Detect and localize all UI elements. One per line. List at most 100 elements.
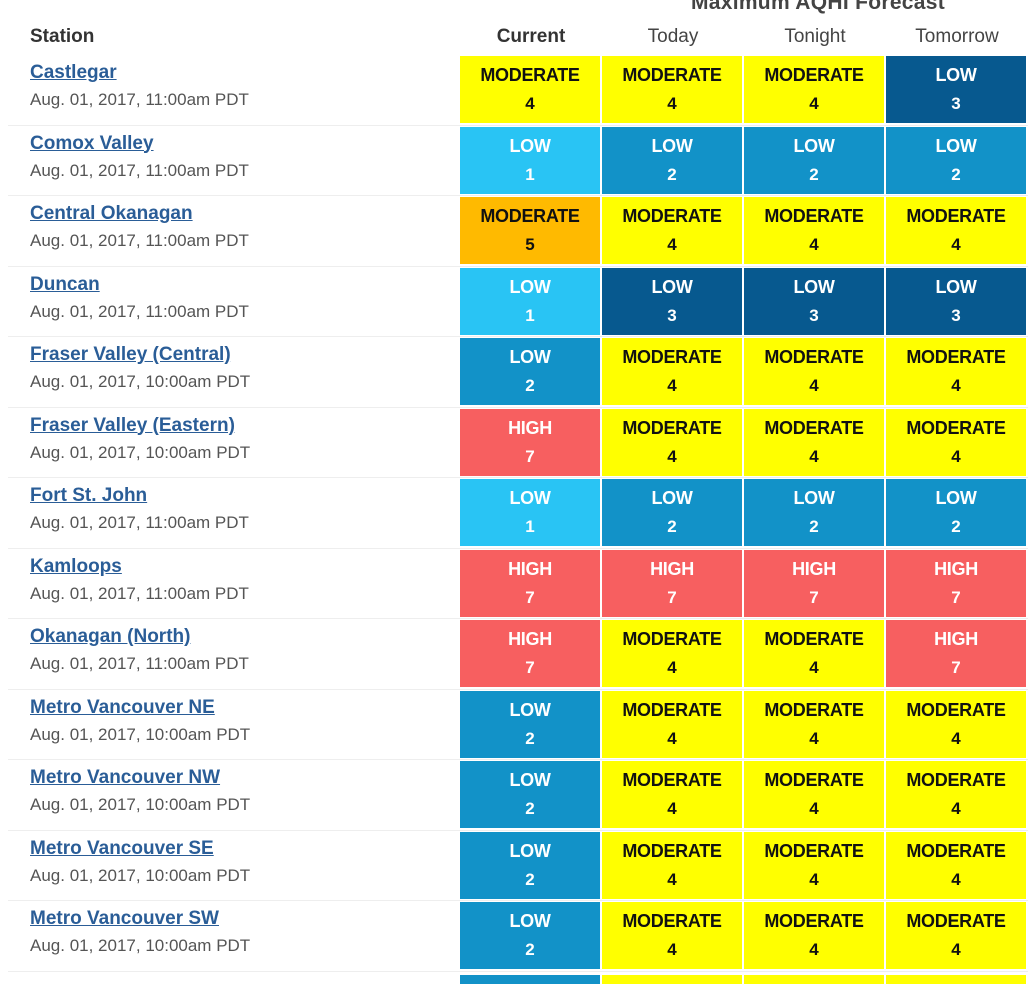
aqhi-value: 7 xyxy=(525,446,535,466)
aqhi-tonight-cell: MODERATE 4 xyxy=(744,408,884,476)
aqhi-level: LOW xyxy=(935,65,977,85)
station-timestamp: Aug. 01, 2017, 10:00am PDT xyxy=(30,724,251,744)
aqhi-tomorrow-cell: HIGH 7 xyxy=(886,620,1026,687)
aqhi-value: 4 xyxy=(667,376,677,395)
station-link[interactable]: Fraser Valley (Eastern) xyxy=(30,414,235,436)
aqhi-level: HIGH xyxy=(650,558,694,579)
aqhi-value: 4 xyxy=(667,799,677,818)
aqhi-level: MODERATE xyxy=(764,770,864,790)
station-link[interactable]: Okanagan (North) xyxy=(30,626,191,647)
station-timestamp: Aug. 01, 2017, 10:00am PDT xyxy=(30,865,251,885)
table-row: Metro Vancouver SE Aug. 01, 2017, 10:00am… xyxy=(8,831,1028,901)
station-timestamp: Aug. 01, 2017, 10:00am PDT xyxy=(30,936,251,955)
aqhi-value: 4 xyxy=(809,94,819,113)
aqhi-today-cell: MODERATE 4 xyxy=(602,338,742,405)
header-current: Current xyxy=(496,26,566,47)
aqhi-level: MODERATE xyxy=(764,699,864,720)
aqhi-current-cell: LOW 2 xyxy=(460,902,600,969)
table-row: Okanagan (North) Aug. 01, 2017, 11:00am P… xyxy=(8,619,1028,690)
aqhi-value: 7 xyxy=(525,587,535,607)
table-row: Castlegar Aug. 01, 2017, 11:00am PDT MODER… xyxy=(8,55,1028,126)
aqhi-level: MODERATE xyxy=(480,65,580,85)
aqhi-tonight-cell: MODERATE 4 xyxy=(744,620,884,687)
aqhi-value: 2 xyxy=(809,164,819,184)
aqhi-level: MODERATE xyxy=(906,206,1006,226)
aqhi-level: MODERATE xyxy=(906,911,1006,931)
aqhi-value: 4 xyxy=(951,446,961,466)
aqhi-value: 2 xyxy=(525,376,535,395)
station-link[interactable]: Castlegar xyxy=(30,62,117,83)
station-link[interactable]: Fort St. John xyxy=(30,485,148,506)
station-link[interactable]: Metro Vancouver NW xyxy=(30,767,221,788)
aqhi-level: MODERATE xyxy=(764,911,864,931)
aqhi-value: 4 xyxy=(809,940,819,959)
aqhi-value: 4 xyxy=(809,446,819,466)
aqhi-today-cell: MODERATE 4 xyxy=(602,761,742,828)
aqhi-level: LOW xyxy=(651,276,693,297)
station-cell: Fraser Valley (Eastern) Aug. 01, 2017, 10… xyxy=(30,408,450,478)
aqhi-value: 7 xyxy=(667,587,677,607)
aqhi-tomorrow-cell: HIGH 7 xyxy=(886,549,1026,617)
aqhi-value: 4 xyxy=(667,235,677,254)
station-cell: Comox Valley Aug. 01, 2017, 11:00am PDT xyxy=(30,126,450,196)
station-timestamp: Aug. 01, 2017, 11:00am PDT xyxy=(30,583,249,603)
aqhi-value: 1 xyxy=(525,517,535,536)
aqhi-level: LOW xyxy=(509,135,551,156)
station-timestamp: Aug. 01, 2017, 10:00am PDT xyxy=(30,372,251,391)
aqhi-value: 7 xyxy=(951,658,961,677)
aqhi-value: 3 xyxy=(809,305,819,325)
aqhi-value: 5 xyxy=(525,235,535,254)
aqhi-level: LOW xyxy=(509,699,551,720)
aqhi-level: MODERATE xyxy=(622,347,722,367)
aqhi-today-cell: MODERATE 4 xyxy=(602,831,742,899)
aqhi-level: MODERATE xyxy=(622,417,722,438)
preview-cell xyxy=(744,975,884,984)
aqhi-today-cell: MODERATE 4 xyxy=(602,620,742,687)
station-timestamp: Aug. 01, 2017, 11:00am PDT xyxy=(30,301,249,321)
aqhi-level: LOW xyxy=(793,276,835,297)
station-cell: Metro Vancouver NW Aug. 01, 2017, 10:00am… xyxy=(30,760,450,830)
station-cell: Metro Vancouver NE Aug. 01, 2017, 10:00am… xyxy=(30,690,450,760)
station-cell: Metro Vancouver SE Aug. 01, 2017, 10:00am… xyxy=(30,831,450,901)
station-cell: Central Okanagan Aug. 01, 2017, 11:00am P… xyxy=(30,196,450,266)
aqhi-value: 2 xyxy=(525,869,535,889)
aqhi-tomorrow-cell: MODERATE 4 xyxy=(886,761,1026,828)
table-body: Castlegar Aug. 01, 2017, 11:00am PDT MODER… xyxy=(8,55,1028,972)
aqhi-current-cell: LOW 2 xyxy=(460,690,600,758)
station-link[interactable]: Central Okanagan xyxy=(30,203,193,224)
aqhi-level: MODERATE xyxy=(764,417,864,438)
station-link[interactable]: Metro Vancouver SW xyxy=(30,908,219,929)
aqhi-tonight-cell: MODERATE 4 xyxy=(744,56,884,123)
aqhi-level: HIGH xyxy=(508,629,552,649)
aqhi-tonight-cell: LOW 2 xyxy=(744,479,884,546)
aqhi-tomorrow-cell: MODERATE 4 xyxy=(886,197,1026,264)
aqhi-value: 4 xyxy=(951,376,961,395)
station-link[interactable]: Duncan xyxy=(30,273,100,295)
aqhi-level: MODERATE xyxy=(906,417,1006,438)
station-timestamp: Aug. 01, 2017, 11:00am PDT xyxy=(30,90,249,109)
aqhi-level: MODERATE xyxy=(622,840,722,861)
aqhi-value: 2 xyxy=(951,517,961,536)
aqhi-level: MODERATE xyxy=(906,840,1006,861)
station-link[interactable]: Kamloops xyxy=(30,555,122,577)
aqhi-today-cell: MODERATE 4 xyxy=(602,902,742,969)
table-row: Kamloops Aug. 01, 2017, 11:00am PDT HIGH 7 H… xyxy=(8,549,1028,619)
station-timestamp: Aug. 01, 2017, 10:00am PDT xyxy=(30,795,251,814)
forecast-title: Maximum AQHI Forecast xyxy=(690,0,946,14)
aqhi-value: 4 xyxy=(525,94,535,113)
station-link[interactable]: Fraser Valley (Central) xyxy=(30,344,231,365)
aqhi-tonight-cell: MODERATE 4 xyxy=(744,831,884,899)
station-link[interactable]: Comox Valley xyxy=(30,132,154,154)
aqhi-level: LOW xyxy=(509,911,551,931)
aqhi-level: LOW xyxy=(793,135,835,156)
aqhi-tonight-cell: HIGH 7 xyxy=(744,549,884,617)
station-link[interactable]: Metro Vancouver NE xyxy=(30,696,215,718)
aqhi-value: 4 xyxy=(809,376,819,395)
aqhi-current-cell: LOW 1 xyxy=(460,126,600,194)
table-row: Fraser Valley (Eastern) Aug. 01, 2017, 10… xyxy=(8,408,1028,478)
station-link[interactable]: Metro Vancouver SE xyxy=(30,837,214,859)
aqhi-value: 1 xyxy=(525,305,535,325)
aqhi-value: 4 xyxy=(809,728,819,748)
aqhi-value: 4 xyxy=(667,728,677,748)
station-timestamp: Aug. 01, 2017, 11:00am PDT xyxy=(30,513,249,532)
